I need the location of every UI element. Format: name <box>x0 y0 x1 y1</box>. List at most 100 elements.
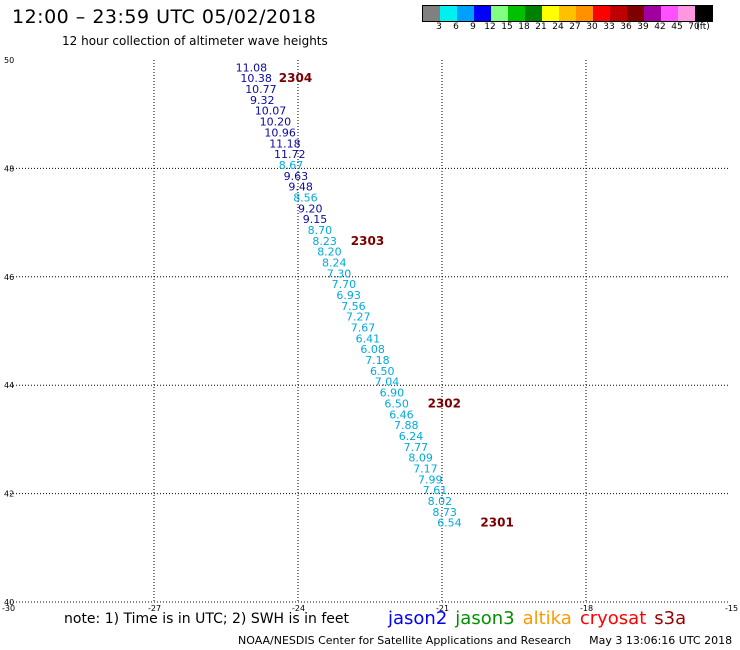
swh-value-label: 8.23 <box>312 235 337 248</box>
color-scale-swatch <box>661 6 678 21</box>
swh-value-label: 10.20 <box>260 116 292 129</box>
swh-value-label: 9.20 <box>298 202 323 215</box>
color-scale-swatch <box>423 6 440 21</box>
swh-value-label: 7.17 <box>413 462 438 475</box>
color-scale-label: 36 <box>620 22 632 32</box>
swh-value-label: 6.24 <box>399 430 424 443</box>
satellite-legend: jason2 jason3 altika cryosat s3a <box>388 608 694 629</box>
swh-value-label: 9.63 <box>284 170 309 183</box>
swh-value-label: 8.56 <box>293 191 318 204</box>
footer-note: note: 1) Time is in UTC; 2) SWH is in fe… <box>64 611 350 627</box>
color-scale-label: 33 <box>603 22 615 32</box>
generation-timestamp: May 3 13:06:16 UTC 2018 <box>589 634 733 647</box>
satellite-legend-item: altika <box>522 608 572 629</box>
credit-text: NOAA/NESDIS Center for Satellite Applica… <box>238 634 572 647</box>
pass-time-label: 2301 <box>480 516 513 530</box>
color-scale-label: 70 <box>688 22 700 32</box>
swh-value-label: 11.18 <box>269 137 301 150</box>
swh-value-label: 6.08 <box>360 343 385 356</box>
swh-value-label: 8.67 <box>279 159 304 172</box>
color-scale-label: 39 <box>637 22 649 32</box>
swh-value-label: 10.38 <box>240 72 272 85</box>
color-scale-swatch <box>695 6 712 21</box>
longitude-tick-label: -18 <box>580 604 593 613</box>
page-title: 12:00 – 23:59 UTC 05/02/2018 <box>12 6 317 28</box>
swh-value-label: 7.56 <box>341 300 366 313</box>
longitude-tick-label: -30 <box>2 604 15 613</box>
color-scale-swatch <box>508 6 525 21</box>
color-scale-swatch <box>457 6 474 21</box>
color-scale-label: 42 <box>654 22 666 32</box>
swh-value-label: 7.70 <box>332 278 357 291</box>
swh-value-label: 7.99 <box>418 473 443 486</box>
pass-time-label: 2302 <box>428 396 461 410</box>
swh-value-label: 8.73 <box>432 506 457 519</box>
swh-value-label: 6.90 <box>380 387 405 400</box>
color-scale-swatch <box>576 6 593 21</box>
swh-value-label: 10.96 <box>264 126 296 139</box>
latitude-tick-label: 48 <box>4 164 14 173</box>
color-scale-swatch <box>644 6 661 21</box>
swh-value-label: 8.20 <box>317 246 342 259</box>
color-scale-swatch <box>525 6 542 21</box>
swh-value-label: 6.41 <box>356 332 381 345</box>
color-scale-label: 45 <box>671 22 683 32</box>
credit-line: NOAA/NESDIS Center for Satellite Applica… <box>238 634 732 647</box>
swh-value-label: 10.77 <box>245 83 277 96</box>
swh-value-label: 6.54 <box>437 517 462 530</box>
color-scale-label: 30 <box>586 22 598 32</box>
pass-time-label: 2303 <box>351 234 384 248</box>
swh-value-label: 7.27 <box>346 311 371 324</box>
swh-value-label: 8.70 <box>308 224 333 237</box>
swh-value-label: 10.07 <box>255 105 286 118</box>
swh-value-label: 11.72 <box>274 148 306 161</box>
latitude-tick-label: 44 <box>4 381 14 390</box>
color-scale-label: 21 <box>535 22 547 32</box>
satellite-legend-item: jason2 <box>388 608 448 629</box>
color-scale-swatch <box>474 6 491 21</box>
swh-value-label: 8.24 <box>322 257 347 270</box>
pass-time-label: 2304 <box>279 71 312 85</box>
swh-value-label: 7.77 <box>404 441 429 454</box>
satellite-legend-item: s3a <box>654 608 687 629</box>
longitude-tick-label: -24 <box>292 604 305 613</box>
latitude-tick-label: 50 <box>4 56 14 65</box>
swh-value-label: 7.67 <box>351 322 376 335</box>
swh-value-label: 8.09 <box>408 452 433 465</box>
satellite-legend-item: jason3 <box>455 608 515 629</box>
swh-value-label: 9.48 <box>288 181 313 194</box>
page-subtitle: 12 hour collection of altimeter wave hei… <box>62 34 328 48</box>
satellite-legend-item: cryosat <box>579 608 647 629</box>
color-scale-label: 24 <box>552 22 564 32</box>
color-scale-swatch <box>491 6 508 21</box>
color-scale-label: 12 <box>484 22 496 32</box>
swh-value-label: 7.61 <box>423 484 448 497</box>
swh-value-label: 8.02 <box>428 495 453 508</box>
swh-value-label: 7.30 <box>327 267 352 280</box>
color-scale-swatch <box>678 6 695 21</box>
color-scale-swatch <box>440 6 457 21</box>
latitude-tick-label: 42 <box>4 490 14 499</box>
color-scale-swatch <box>610 6 627 21</box>
color-scale-label: 6 <box>453 22 459 32</box>
swh-value-label: 7.18 <box>365 354 390 367</box>
color-scale-bar <box>422 5 713 22</box>
swh-value-label: 7.04 <box>375 376 400 389</box>
color-scale-swatch <box>593 6 610 21</box>
color-scale-swatch <box>559 6 576 21</box>
color-scale-label: 27 <box>569 22 581 32</box>
swh-value-label: 6.50 <box>370 365 395 378</box>
swh-value-label: 9.32 <box>250 94 275 107</box>
color-scale-swatch <box>627 6 644 21</box>
color-scale-label: 9 <box>470 22 476 32</box>
longitude-tick-label: -21 <box>436 604 449 613</box>
latitude-tick-label: 40 <box>4 598 14 607</box>
swh-value-label: 7.88 <box>394 419 419 432</box>
swh-value-label: 6.93 <box>336 289 361 302</box>
color-scale-swatch <box>542 6 559 21</box>
color-scale-label: 3 <box>436 22 442 32</box>
swh-value-label: 11.08 <box>236 61 268 74</box>
color-scale-label: 18 <box>518 22 530 32</box>
swh-value-label: 6.46 <box>389 408 414 421</box>
